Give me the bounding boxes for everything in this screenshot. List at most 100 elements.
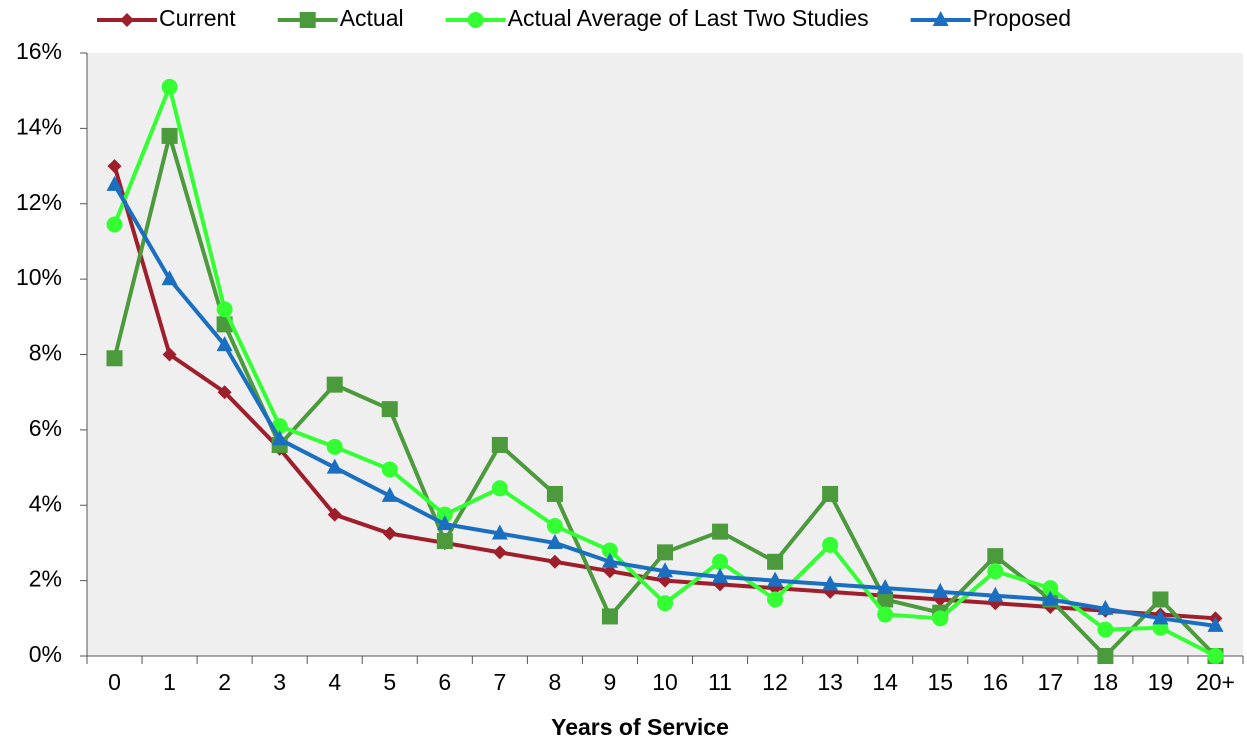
y-tick-label: 10% [16, 264, 62, 290]
x-tick-label: 0 [108, 669, 121, 695]
marker [601, 552, 618, 568]
marker [326, 458, 343, 474]
marker [1097, 648, 1114, 664]
marker [1207, 616, 1224, 632]
marker [491, 524, 508, 540]
marker [1042, 580, 1059, 597]
x-tick-label: 5 [383, 669, 396, 695]
marker [161, 270, 178, 286]
marker [601, 542, 618, 559]
marker [271, 430, 288, 446]
marker [767, 591, 784, 608]
x-tick-label: 15 [927, 669, 953, 695]
x-tick-label: 2 [218, 669, 231, 695]
x-tick-label: 17 [1038, 669, 1064, 695]
marker [326, 438, 343, 455]
marker [877, 591, 894, 608]
marker [712, 567, 729, 583]
legend-label: Current [159, 5, 236, 31]
x-tick-label: 20+ [1196, 669, 1235, 695]
y-tick-label: 12% [16, 189, 62, 215]
marker [712, 523, 729, 540]
x-tick-label: 4 [328, 669, 341, 695]
marker [657, 562, 673, 578]
x-tick-label: 8 [549, 669, 562, 695]
marker [106, 216, 123, 233]
marker [299, 12, 316, 28]
y-tick-label: 4% [29, 490, 62, 516]
marker [932, 11, 949, 26]
x-tick-label: 10 [652, 669, 678, 695]
x-tick-label: 18 [1093, 669, 1119, 695]
marker [120, 13, 134, 27]
marker [712, 553, 729, 570]
marker [381, 486, 398, 502]
marker [217, 385, 232, 400]
marker [822, 485, 839, 502]
x-tick-label: 7 [493, 669, 506, 695]
marker [436, 533, 453, 550]
x-tick-label: 6 [438, 669, 451, 695]
x-tick-label: 16 [982, 669, 1008, 695]
marker [436, 506, 453, 523]
y-tick-label: 14% [16, 113, 62, 139]
x-axis-title: Years of Service [551, 714, 729, 740]
marker [822, 536, 839, 553]
marker [381, 401, 398, 418]
x-tick-label: 3 [273, 669, 286, 695]
y-tick-label: 2% [29, 566, 62, 592]
marker [436, 515, 453, 531]
marker [216, 301, 233, 318]
marker [381, 461, 398, 478]
marker [491, 480, 508, 497]
marker [547, 554, 562, 569]
marker [767, 571, 784, 587]
x-tick-label: 11 [708, 669, 732, 695]
marker [106, 175, 123, 191]
marker [162, 347, 177, 362]
x-tick-label: 13 [817, 669, 843, 695]
marker [107, 159, 122, 174]
marker [106, 350, 123, 367]
marker [491, 436, 508, 453]
legend-label: Actual [340, 5, 404, 31]
marker [161, 78, 178, 95]
legend-label: Proposed [973, 5, 1071, 31]
marker [987, 548, 1004, 565]
legend-item: Proposed [910, 5, 1071, 31]
marker [1097, 621, 1114, 638]
marker [327, 507, 342, 522]
y-tick-label: 6% [29, 415, 62, 441]
marker [601, 608, 618, 625]
legend-label: Actual Average of Last Two Studies [508, 5, 869, 31]
y-tick-label: 8% [29, 340, 62, 366]
y-tick-label: 0% [29, 641, 62, 667]
marker [932, 582, 949, 598]
marker [492, 545, 507, 560]
x-tick-label: 1 [163, 669, 176, 695]
x-tick-label: 9 [604, 669, 617, 695]
marker [987, 586, 1004, 602]
marker [657, 544, 673, 561]
marker [877, 579, 894, 595]
marker [216, 336, 233, 352]
x-tick-label: 12 [762, 669, 788, 695]
marker [1097, 599, 1114, 615]
marker [326, 376, 343, 393]
marker [822, 575, 839, 591]
marker [657, 595, 673, 612]
marker [767, 553, 784, 570]
marker [382, 526, 397, 541]
marker [161, 127, 178, 144]
marker [1207, 648, 1224, 664]
marker [546, 517, 563, 534]
marker [546, 533, 563, 549]
marker [877, 606, 894, 623]
x-tick-label: 14 [872, 669, 898, 695]
x-tick-label: 19 [1148, 669, 1174, 695]
marker [1042, 590, 1059, 606]
marker [467, 12, 484, 28]
legend-item: Actual Average of Last Two Studies [445, 5, 869, 31]
marker [987, 563, 1004, 580]
